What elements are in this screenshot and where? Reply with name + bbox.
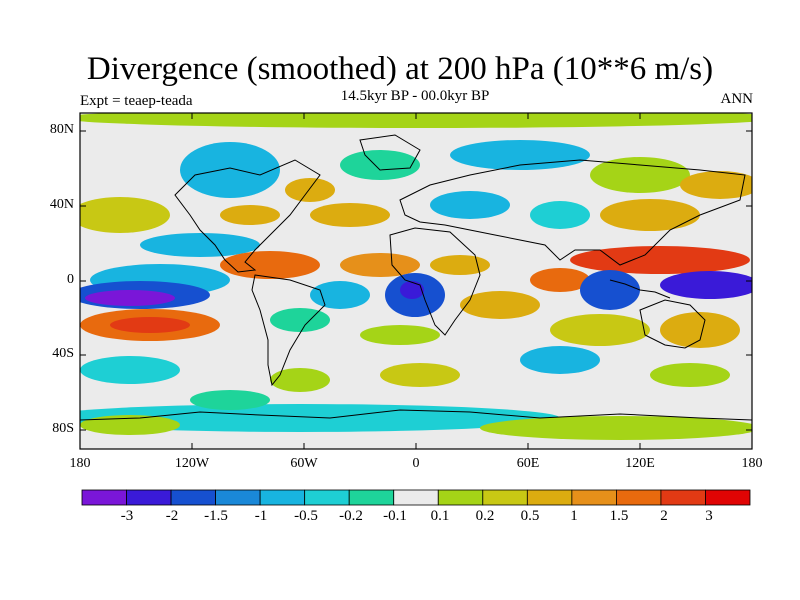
colorbar-box [571,489,617,506]
lon-tick-label: 60E [516,456,540,471]
colorbar-label: 2 [660,508,668,524]
colorbar-box [126,489,172,506]
lon-tick-label: 60W [290,456,318,471]
experiment-label: Expt = teaep-teada [80,93,193,109]
field-patch [550,314,650,346]
field-patch [530,201,590,229]
lat-tick-label: 80S [52,421,74,436]
colorbar-box [304,489,350,506]
colorbar-label: 0.2 [475,508,495,524]
field-patch [400,281,424,299]
field-patch [340,253,420,277]
map-title: Divergence (smoothed) at 200 hPa (10**6 … [86,51,714,87]
lon-tick-label: 0 [412,456,420,471]
colorbar-label: -0.5 [294,508,318,524]
field-patch [520,346,600,374]
lat-tick-label: 0 [67,272,74,287]
colorbar-label: -0.2 [339,508,363,524]
eurasia-coast [399,159,746,266]
field-patch [270,368,330,392]
field-patch [480,416,752,440]
field-patch [220,251,320,279]
field-patch [220,205,280,225]
field-patch [680,171,752,199]
africa-coast [389,227,481,336]
field-patch [85,290,175,306]
field-patch [310,203,390,227]
field-patch [140,233,260,257]
field-patch [430,255,490,275]
lon-tick-label: 120E [625,456,655,471]
field-patch [285,178,335,202]
field-patch [650,363,730,387]
colorbar-box [526,489,573,506]
colorbar-box [437,489,484,506]
colorbar-label: 0.1 [430,508,450,524]
colorbar-label: 3 [705,508,713,524]
field-patch [180,142,280,198]
colorbar-label: 0.5 [520,508,540,524]
map-field [80,113,752,449]
greenland-coast [359,134,421,171]
colorbar-label: -0.1 [383,508,407,524]
field-patch [360,325,440,345]
field-patch [110,317,190,333]
north-america-coast [174,159,321,273]
colorbar-label: -1 [254,508,268,524]
field-patch [590,157,690,193]
colorbar-box [616,489,662,506]
field-patch [530,268,590,292]
field-patch [570,246,750,274]
field-patch [600,199,700,231]
lat-tick-label: 40N [49,197,74,212]
field-patch [80,197,170,233]
lat-tick-label: 40S [52,346,74,361]
colorbar-box [482,489,528,506]
season-label: ANN [720,91,754,107]
field-patch [190,390,270,410]
colorbar-box [81,489,127,506]
lat-tick-label: 80N [49,122,74,137]
coastlines [80,134,752,421]
colorbar-box [259,489,306,506]
colorbar-box [348,489,395,506]
field-patch [340,150,420,180]
map-subtitle: 14.5kyr BP - 00.0kyr BP [340,88,490,104]
colorbar-box [393,489,439,506]
field-patch [660,271,752,299]
colorbar-box [215,489,261,506]
field-patch [580,270,640,310]
colorbar-label: -3 [120,508,134,524]
australia-coast [639,299,706,349]
field-patch [80,415,180,435]
field-patch [80,113,752,128]
field-patch [380,363,460,387]
colorbar-box [705,489,751,506]
field-patch [270,308,330,332]
axis-ticks [80,113,752,449]
colorbar-label: -2 [165,508,179,524]
colorbar-label: 1 [570,508,578,524]
colorbar-box [660,489,706,506]
colorbar-box [170,489,216,506]
colorbar [81,489,751,506]
field-patch [430,191,510,219]
indonesia-coast [609,279,671,299]
colorbar-label: -1.5 [204,508,228,524]
field-patch [310,281,370,309]
lon-tick-label: 180 [69,456,91,471]
field-patch [80,356,180,384]
field-patch [660,312,740,348]
colorbar-label: 1.5 [609,508,629,524]
field-patch [460,291,540,319]
south-america-coast [251,274,326,387]
lon-tick-label: 180 [741,456,763,471]
antarctica-coast [80,409,752,421]
lon-tick-label: 120W [174,456,210,471]
